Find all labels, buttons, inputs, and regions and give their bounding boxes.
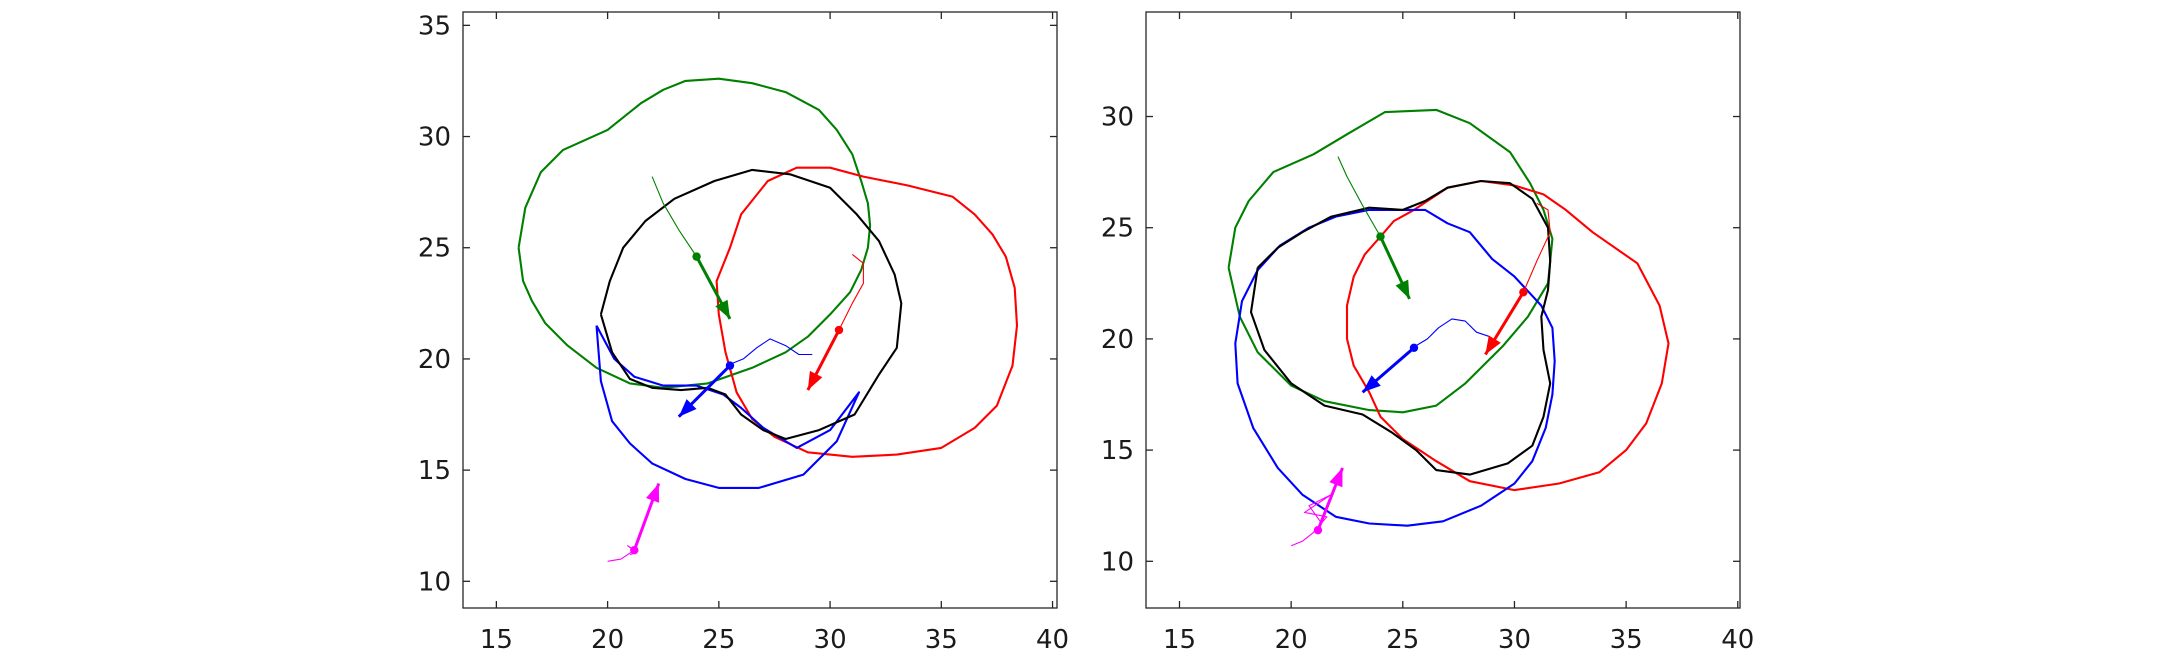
velocity-arrow-head xyxy=(1395,279,1410,299)
x-tick-label: 35 xyxy=(925,625,958,655)
x-tick-label: 25 xyxy=(1386,625,1419,655)
left-plot-panel: 15 20 25 30 35 40 10 15 20 25 30 35 xyxy=(418,11,1069,655)
trajectory-line xyxy=(1337,156,1381,237)
velocity-arrow-head xyxy=(807,370,823,391)
trajectory-line xyxy=(651,176,698,257)
trajectory-line xyxy=(1415,318,1491,347)
right-plot-panel: 15 20 25 30 35 40 10 15 20 25 30 xyxy=(1101,11,1754,655)
plot-frame xyxy=(462,11,1058,609)
boundary-line xyxy=(517,77,872,389)
x-tick-label: 20 xyxy=(1275,625,1308,655)
x-tick-label: 35 xyxy=(1610,625,1643,655)
trajectory-line xyxy=(731,338,813,364)
y-tick-label: 30 xyxy=(1101,103,1134,133)
x-tick-label: 30 xyxy=(1498,625,1531,655)
y-tick-label: 15 xyxy=(1101,436,1134,466)
boundary-line xyxy=(715,166,1019,458)
trajectory-line xyxy=(838,253,864,331)
x-tick-label: 25 xyxy=(702,625,735,655)
trajectory-line xyxy=(1290,494,1332,547)
x-tick-label: 15 xyxy=(1163,625,1196,655)
boundary-line xyxy=(1227,108,1554,414)
y-tick-label: 25 xyxy=(418,234,451,264)
velocity-arrow-head xyxy=(1329,467,1343,488)
x-tick-label: 40 xyxy=(1036,625,1069,655)
trajectory-line xyxy=(1522,202,1551,293)
boundary-line xyxy=(1249,179,1552,476)
boundary-line xyxy=(595,325,861,489)
y-tick-label: 10 xyxy=(1101,547,1134,577)
velocity-arrow-head xyxy=(715,299,730,319)
x-tick-label: 15 xyxy=(480,625,513,655)
x-tick-label: 20 xyxy=(591,625,624,655)
boundary-line xyxy=(1345,179,1670,492)
x-tick-label: 30 xyxy=(814,625,847,655)
y-tick-label: 25 xyxy=(1101,214,1134,244)
velocity-arrow-head xyxy=(646,483,660,503)
y-tick-label: 15 xyxy=(418,456,451,486)
plot-frame xyxy=(1145,11,1741,609)
boundary-line xyxy=(1234,208,1556,527)
y-tick-label: 30 xyxy=(418,123,451,153)
y-tick-label: 20 xyxy=(418,345,451,375)
velocity-arrow-head xyxy=(1485,335,1501,355)
y-tick-label: 20 xyxy=(1101,325,1134,355)
y-tick-label: 10 xyxy=(418,567,451,597)
y-tick-label: 35 xyxy=(418,11,451,41)
velocity-arrow-head xyxy=(1362,375,1381,393)
velocity-arrow-head xyxy=(678,399,697,417)
boundary-line xyxy=(599,168,903,441)
x-tick-label: 40 xyxy=(1721,625,1754,655)
